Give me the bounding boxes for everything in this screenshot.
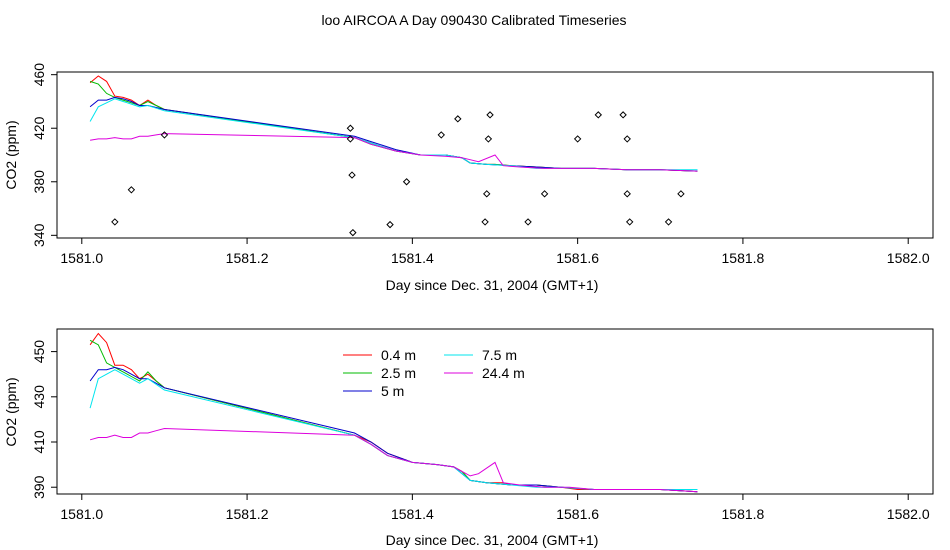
plot-frame xyxy=(56,328,934,495)
scatter-point xyxy=(677,190,685,198)
scatter-point xyxy=(619,111,627,119)
legend-label: 5 m xyxy=(381,383,404,399)
figure-title: loo AIRCOA A Day 090430 Calibrated Times… xyxy=(321,12,626,28)
scatter-point xyxy=(346,124,355,132)
scatter-point xyxy=(540,190,549,198)
scatter-point xyxy=(349,228,357,237)
scatter-point xyxy=(402,178,411,186)
y-tick-label: 390 xyxy=(31,475,47,499)
x-tick-label: 1581.0 xyxy=(60,506,103,522)
series-line-2-5-m xyxy=(89,339,698,493)
panel-top-ylabel: CO2 (ppm) xyxy=(3,120,19,189)
scatter-point xyxy=(127,186,136,194)
panel-bottom-ylabel: CO2 (ppm) xyxy=(3,377,19,446)
plot-frame xyxy=(56,71,934,239)
scatter-point xyxy=(111,218,119,226)
scatter-point xyxy=(573,135,582,143)
y-tick-label: 410 xyxy=(31,430,47,454)
legend: 0.4 m 2.5 m 5 m 7.5 m 24.4 m xyxy=(343,347,525,399)
scatter-point xyxy=(594,111,603,119)
panel-bottom-lines: Day since Dec. 31, 2004 (GMT+1) CO2 (ppm… xyxy=(3,328,934,548)
scatter-point xyxy=(483,190,491,198)
x-tick-label: 1581.6 xyxy=(556,506,599,522)
x-tick-label: 1581.2 xyxy=(226,506,269,522)
y-tick-label: 430 xyxy=(31,385,47,409)
scatter-point xyxy=(481,218,489,226)
x-tick-label: 1581.2 xyxy=(226,250,269,266)
scatter-point xyxy=(454,115,462,123)
series-line-2-5-m xyxy=(89,80,698,172)
scatter-point xyxy=(486,111,494,119)
scatter-point xyxy=(437,131,445,139)
x-tick-label: 1581.8 xyxy=(722,506,765,522)
panel-top-xlabel: Day since Dec. 31, 2004 (GMT+1) xyxy=(386,277,599,293)
legend-label: 24.4 m xyxy=(482,365,525,381)
series-line-24-4-m xyxy=(90,133,698,172)
scatter-point xyxy=(623,190,631,198)
x-tick-label: 1581.4 xyxy=(391,250,434,266)
scatter-point xyxy=(664,218,673,226)
scatter-point xyxy=(348,171,356,179)
x-tick-label: 1581.0 xyxy=(60,250,103,266)
y-tick-label: 460 xyxy=(31,63,47,87)
scatter-point xyxy=(524,218,532,226)
y-tick-label: 380 xyxy=(31,170,47,194)
scatter-point xyxy=(160,131,169,139)
x-tick-label: 1582.0 xyxy=(887,506,930,522)
y-tick-label: 340 xyxy=(31,223,47,247)
y-tick-label: 420 xyxy=(31,116,47,140)
legend-label: 2.5 m xyxy=(381,365,416,381)
panel-bottom-xlabel: Day since Dec. 31, 2004 (GMT+1) xyxy=(386,532,599,548)
scatter-point xyxy=(623,135,631,143)
panel-top-scatter: Day since Dec. 31, 2004 (GMT+1) CO2 (ppm… xyxy=(3,63,934,293)
legend-label: 0.4 m xyxy=(381,347,416,363)
scatter-point xyxy=(346,135,355,143)
x-tick-label: 1582.0 xyxy=(887,250,930,266)
y-tick-label: 450 xyxy=(31,340,47,364)
legend-label: 7.5 m xyxy=(482,347,517,363)
scatter-point xyxy=(386,220,394,229)
series-line-24-4-m xyxy=(89,427,698,493)
series-line-0-4-m xyxy=(89,75,698,172)
x-tick-label: 1581.6 xyxy=(556,250,599,266)
x-tick-label: 1581.8 xyxy=(722,250,765,266)
x-tick-label: 1581.4 xyxy=(391,506,434,522)
scatter-point xyxy=(484,135,493,143)
scatter-point xyxy=(625,218,634,226)
